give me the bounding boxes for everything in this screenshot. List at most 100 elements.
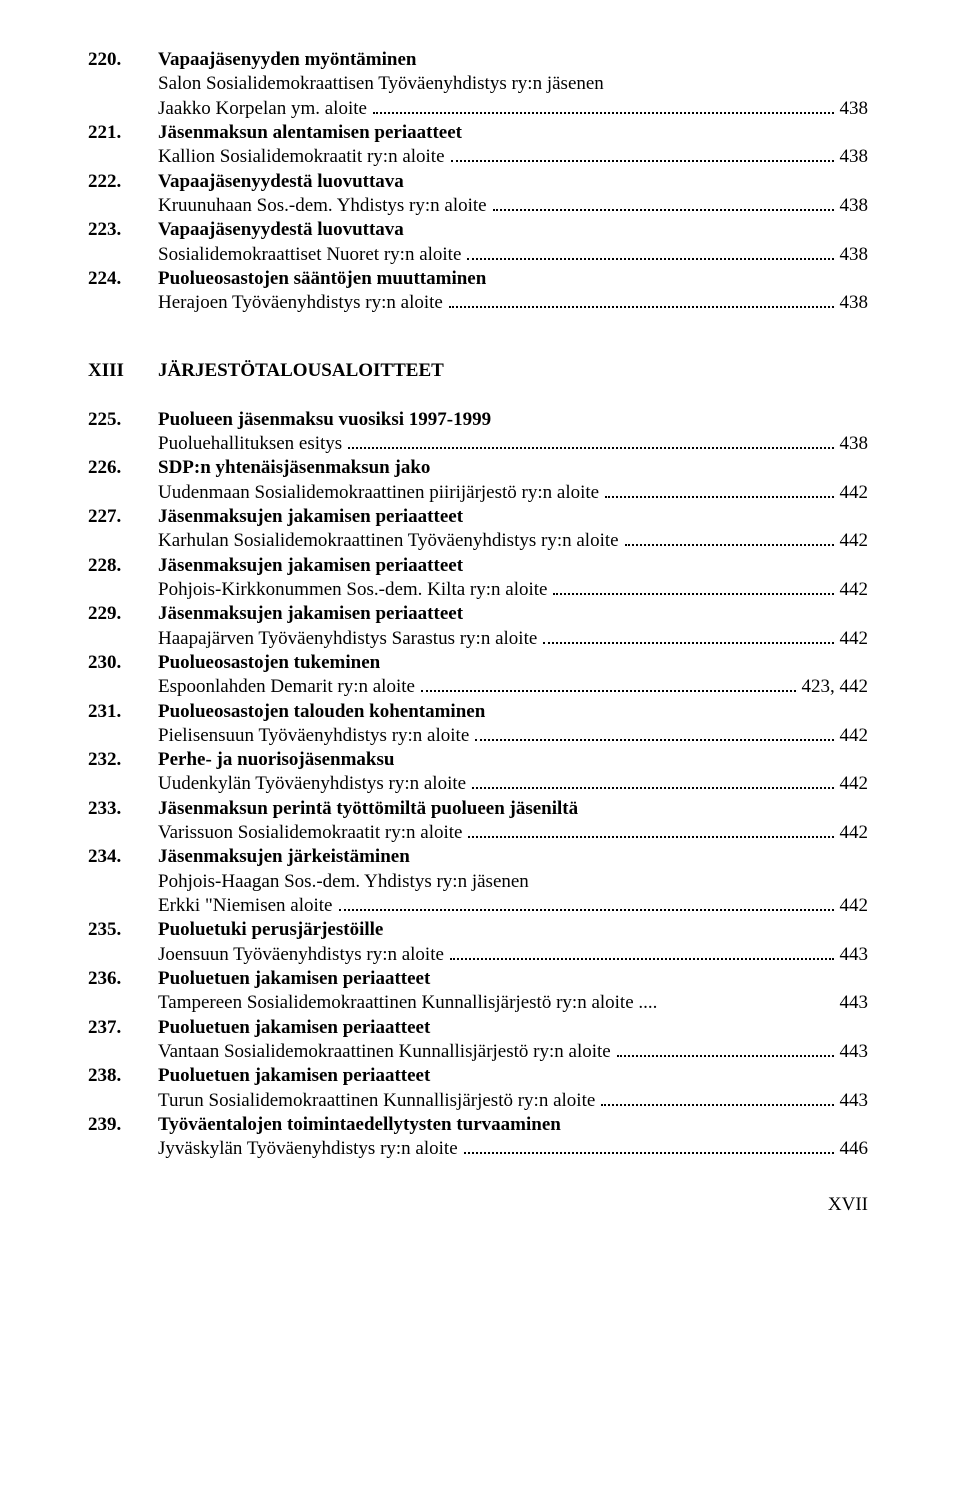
entry-title: Puolueosastojen talouden kohentaminen <box>158 700 868 724</box>
toc-entry: 234.Jäsenmaksujen järkeistäminenPohjois-… <box>88 845 868 918</box>
toc-entry-header: 225.Puolueen jäsenmaksu vuosiksi 1997-19… <box>88 408 868 432</box>
entry-number: 223. <box>88 218 158 242</box>
subline-text: Haapajärven Työväenyhdistys Sarastus ry:… <box>158 627 537 651</box>
subline-text: Uudenmaan Sosialidemokraattinen piirijär… <box>158 481 599 505</box>
toc-entry-header: 224.Puolueosastojen sääntöjen muuttamine… <box>88 267 868 291</box>
toc-entry-header: 227.Jäsenmaksujen jakamisen periaatteet <box>88 505 868 529</box>
page-number: 443 <box>840 1040 869 1064</box>
entry-title: Jäsenmaksun alentamisen periaatteet <box>158 121 868 145</box>
leader-line: Uudenkylän Työväenyhdistys ry:n aloite44… <box>158 772 868 796</box>
subline-text: Espoonlahden Demarit ry:n aloite <box>158 675 415 699</box>
toc-entry-header: 221.Jäsenmaksun alentamisen periaatteet <box>88 121 868 145</box>
toc-entry-header: 232.Perhe- ja nuorisojäsenmaksu <box>88 748 868 772</box>
leader-line: Puoluehallituksen esitys438 <box>158 432 868 456</box>
toc-entry-header: 222.Vapaajäsenyydestä luovuttava <box>88 170 868 194</box>
subline-text: Pohjois-Haagan Sos.-dem. Yhdistys ry:n j… <box>158 870 529 894</box>
entry-subline: Espoonlahden Demarit ry:n aloite423, 442 <box>88 675 868 699</box>
entry-subline: Pohjois-Haagan Sos.-dem. Yhdistys ry:n j… <box>88 870 868 894</box>
toc-entry-header: 223.Vapaajäsenyydestä luovuttava <box>88 218 868 242</box>
toc-entry: 225.Puolueen jäsenmaksu vuosiksi 1997-19… <box>88 408 868 457</box>
entry-title: Puolueosastojen sääntöjen muuttaminen <box>158 267 868 291</box>
toc-entry: 233.Jäsenmaksun perintä työttömiltä puol… <box>88 797 868 846</box>
entry-subline: Erkki "Niemisen aloite442 <box>88 894 868 918</box>
leader-line: Pielisensuun Työväenyhdistys ry:n aloite… <box>158 724 868 748</box>
entry-title: Jäsenmaksujen jakamisen periaatteet <box>158 554 868 578</box>
page-number: 438 <box>840 243 869 267</box>
toc-entry-header: 238.Puoluetuen jakamisen periaatteet <box>88 1064 868 1088</box>
entry-title: SDP:n yhtenäisjäsenmaksun jako <box>158 456 868 480</box>
entry-number: 238. <box>88 1064 158 1088</box>
entry-subline: Haapajärven Työväenyhdistys Sarastus ry:… <box>88 627 868 651</box>
entry-title: Työväentalojen toimintaedellytysten turv… <box>158 1113 868 1137</box>
entry-number: 231. <box>88 700 158 724</box>
subline-text: Joensuun Työväenyhdistys ry:n aloite <box>158 943 444 967</box>
toc-entry: 222.Vapaajäsenyydestä luovuttavaKruunuha… <box>88 170 868 219</box>
leader-dots <box>464 1142 834 1154</box>
leader-dots <box>475 728 833 740</box>
section-roman: XIII <box>88 359 158 383</box>
toc-entry: 235.Puoluetuki perusjärjestöilleJoensuun… <box>88 918 868 967</box>
toc-entry: 237.Puoluetuen jakamisen periaatteetVant… <box>88 1016 868 1065</box>
entry-title: Puoluetuen jakamisen periaatteet <box>158 1016 868 1040</box>
toc-entry: 224.Puolueosastojen sääntöjen muuttamine… <box>88 267 868 316</box>
leader-dots <box>625 534 834 546</box>
subline-text: Jaakko Korpelan ym. aloite <box>158 97 367 121</box>
leader-line: Espoonlahden Demarit ry:n aloite423, 442 <box>158 675 868 699</box>
leader-dots <box>449 296 834 308</box>
toc-entry-header: 226.SDP:n yhtenäisjäsenmaksun jako <box>88 456 868 480</box>
entry-number: 229. <box>88 602 158 626</box>
leader-line: Pohjois-Kirkkonummen Sos.-dem. Kilta ry:… <box>158 578 868 602</box>
section-heading: XIII JÄRJESTÖTALOUSALOITTEET <box>88 359 868 383</box>
entry-title: Puoluetuen jakamisen periaatteet <box>158 1064 868 1088</box>
toc-entry: 228.Jäsenmaksujen jakamisen periaatteetP… <box>88 554 868 603</box>
subline-text: Uudenkylän Työväenyhdistys ry:n aloite <box>158 772 466 796</box>
toc-group-b: 225.Puolueen jäsenmaksu vuosiksi 1997-19… <box>88 408 868 1162</box>
toc-entry: 232.Perhe- ja nuorisojäsenmaksuUudenkylä… <box>88 748 868 797</box>
entry-title: Puolueosastojen tukeminen <box>158 651 868 675</box>
entry-subline: Jaakko Korpelan ym. aloite 438 <box>88 97 868 121</box>
page-number: 442 <box>840 529 869 553</box>
leader-line: Sosialidemokraattiset Nuoret ry:n aloite… <box>158 243 868 267</box>
entry-number: 230. <box>88 651 158 675</box>
subline-text: Pohjois-Kirkkonummen Sos.-dem. Kilta ry:… <box>158 578 547 602</box>
page-footer-roman: XVII <box>88 1193 868 1217</box>
entry-subline: Kallion Sosialidemokraatit ry:n aloite43… <box>88 145 868 169</box>
leader-dots <box>373 101 834 113</box>
entry-subline: Pielisensuun Työväenyhdistys ry:n aloite… <box>88 724 868 748</box>
toc-entry-header: 234.Jäsenmaksujen järkeistäminen <box>88 845 868 869</box>
entry-title: Vapaajäsenyydestä luovuttava <box>158 170 868 194</box>
toc-entry: 230.Puolueosastojen tukeminenEspoonlahde… <box>88 651 868 700</box>
page-number: 438 <box>840 194 869 218</box>
toc-entry-header: 228.Jäsenmaksujen jakamisen periaatteet <box>88 554 868 578</box>
page-number: 442 <box>840 821 869 845</box>
leader-line: Kruunuhaan Sos.-dem. Yhdistys ry:n aloit… <box>158 194 868 218</box>
entry-subline: Pohjois-Kirkkonummen Sos.-dem. Kilta ry:… <box>88 578 868 602</box>
toc-entry: 236.Puoluetuen jakamisen periaatteetTamp… <box>88 967 868 1016</box>
entry-subline: Vantaan Sosialidemokraattinen Kunnallisj… <box>88 1040 868 1064</box>
page-number: 446 <box>840 1137 869 1161</box>
entry-title: Jäsenmaksujen jakamisen periaatteet <box>158 505 868 529</box>
leader-dots <box>339 899 834 911</box>
toc-entry: 223.Vapaajäsenyydestä luovuttavaSosialid… <box>88 218 868 267</box>
entry-title: Vapaajäsenyydestä luovuttava <box>158 218 868 242</box>
entry-subline: Uudenkylän Työväenyhdistys ry:n aloite44… <box>88 772 868 796</box>
subline-text: Karhulan Sosialidemokraattinen Työväenyh… <box>158 529 619 553</box>
entry-number: 221. <box>88 121 158 145</box>
leader-line: Jaakko Korpelan ym. aloite 438 <box>158 97 868 121</box>
toc-entry-header: 220.Vapaajäsenyyden myöntäminen <box>88 48 868 72</box>
leader-line: Kallion Sosialidemokraatit ry:n aloite43… <box>158 145 868 169</box>
entry-number: 237. <box>88 1016 158 1040</box>
leader-dots <box>493 198 834 210</box>
entry-subline: Kruunuhaan Sos.-dem. Yhdistys ry:n aloit… <box>88 194 868 218</box>
leader-line: Vantaan Sosialidemokraattinen Kunnallisj… <box>158 1040 868 1064</box>
subline-text: Vantaan Sosialidemokraattinen Kunnallisj… <box>158 1040 611 1064</box>
toc-entry-header: 231.Puolueosastojen talouden kohentamine… <box>88 700 868 724</box>
page-number: 438 <box>840 432 869 456</box>
leader-dots <box>605 485 833 497</box>
entry-number: 232. <box>88 748 158 772</box>
toc-page: 220.Vapaajäsenyyden myöntäminenSalon Sos… <box>0 0 960 1512</box>
page-number: 438 <box>840 97 869 121</box>
toc-entry: 227.Jäsenmaksujen jakamisen periaatteetK… <box>88 505 868 554</box>
page-number: 442 <box>840 481 869 505</box>
section-title: JÄRJESTÖTALOUSALOITTEET <box>158 359 868 383</box>
